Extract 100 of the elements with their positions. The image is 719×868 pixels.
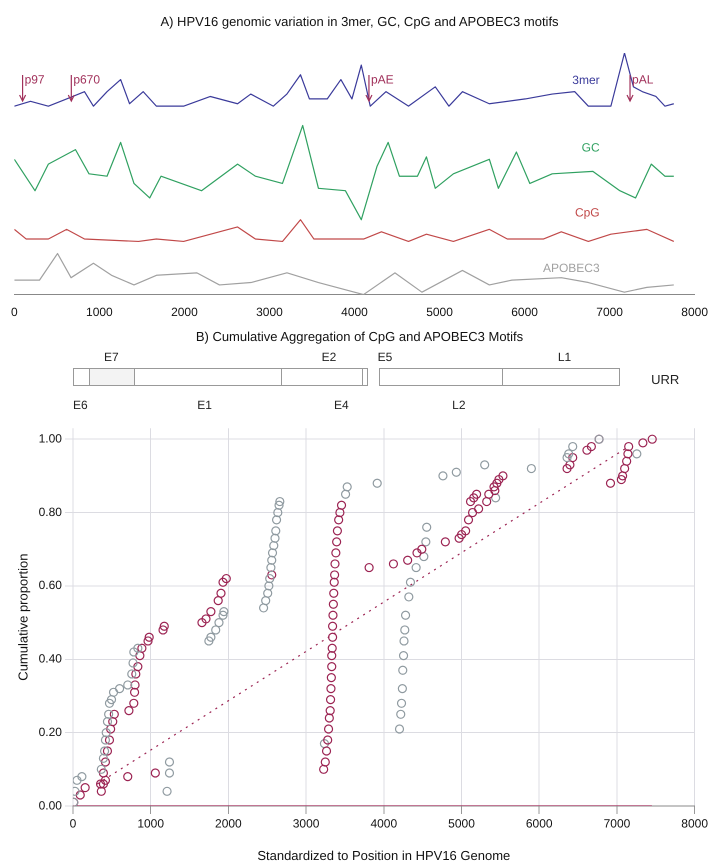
point xyxy=(214,618,224,628)
point xyxy=(158,625,168,635)
point xyxy=(480,460,490,470)
point xyxy=(206,607,216,616)
point xyxy=(261,596,270,606)
point xyxy=(494,474,504,484)
point xyxy=(335,508,344,518)
point xyxy=(398,666,408,675)
point xyxy=(452,468,461,477)
point xyxy=(98,768,108,778)
point xyxy=(562,464,572,474)
point xyxy=(489,482,499,492)
point xyxy=(329,588,338,598)
x-tick-label: 1000 xyxy=(86,305,114,320)
x-tick-label: 7000 xyxy=(604,816,631,831)
point xyxy=(334,515,344,524)
point xyxy=(620,464,630,474)
point xyxy=(336,500,346,510)
point xyxy=(403,556,412,565)
x-tick-label: 5000 xyxy=(448,816,476,831)
point xyxy=(466,496,476,506)
point xyxy=(492,478,502,488)
point xyxy=(412,548,422,558)
point xyxy=(330,559,340,569)
point xyxy=(328,600,338,609)
point xyxy=(129,698,138,708)
ref-line-label: pAE xyxy=(370,72,394,86)
x-tick-label: 3000 xyxy=(256,305,284,320)
point xyxy=(498,471,508,480)
chart-title: A) HPV16 genomic variation in 3mer, GC, CpG and APOBEC3 motifs xyxy=(159,13,560,31)
point xyxy=(565,460,575,470)
point xyxy=(106,724,116,734)
y-tick-label: 0.20 xyxy=(38,724,62,739)
point xyxy=(201,614,211,624)
x-tick-label: 8000 xyxy=(681,305,708,320)
point xyxy=(270,534,280,543)
point xyxy=(326,695,336,704)
point xyxy=(331,548,340,558)
point xyxy=(96,786,106,796)
point xyxy=(268,548,278,558)
point xyxy=(468,508,478,518)
point xyxy=(412,562,421,572)
point xyxy=(267,570,276,580)
y-tick-label: 0.40 xyxy=(38,652,62,666)
point xyxy=(372,478,382,488)
point xyxy=(137,644,146,653)
point xyxy=(100,735,110,745)
point xyxy=(100,757,110,767)
point xyxy=(484,490,494,499)
point xyxy=(421,537,430,547)
point xyxy=(272,515,282,524)
text: E4 xyxy=(334,398,349,412)
point xyxy=(320,757,330,767)
text: E1 xyxy=(197,398,212,412)
point xyxy=(269,540,278,550)
point xyxy=(491,493,500,502)
point xyxy=(104,698,114,708)
point xyxy=(267,556,276,565)
point xyxy=(266,562,276,572)
y-tick-label: 0.00 xyxy=(38,798,62,812)
point xyxy=(124,706,134,716)
point xyxy=(104,710,114,719)
point xyxy=(648,434,657,444)
point xyxy=(144,632,154,642)
x-tick-label: 6000 xyxy=(511,305,538,320)
point xyxy=(324,724,334,734)
point xyxy=(273,508,282,518)
y-tick-label: 0.80 xyxy=(38,504,62,519)
point xyxy=(623,449,632,458)
point xyxy=(454,534,464,543)
point xyxy=(110,710,119,719)
x-tick-label: 7000 xyxy=(596,305,624,320)
y-tick-label: 0.60 xyxy=(38,578,62,592)
point xyxy=(440,537,450,547)
point xyxy=(264,581,274,591)
point xyxy=(197,618,207,628)
point xyxy=(422,522,432,532)
series-label: CpG xyxy=(574,206,600,220)
point xyxy=(160,622,169,631)
point xyxy=(265,574,274,584)
x-tick-label: 0 xyxy=(10,305,18,320)
point xyxy=(123,772,132,782)
point xyxy=(133,644,142,653)
point xyxy=(319,764,328,774)
point xyxy=(131,669,140,679)
point xyxy=(106,695,116,704)
point xyxy=(218,610,228,620)
point xyxy=(77,772,86,782)
y-tick-label: 1.00 xyxy=(38,432,62,446)
point xyxy=(562,452,572,462)
point xyxy=(461,526,470,536)
point xyxy=(328,644,337,653)
point xyxy=(162,786,172,796)
point xyxy=(327,651,336,660)
series-label: 3mer xyxy=(572,72,600,87)
point xyxy=(130,680,140,690)
point xyxy=(143,636,153,646)
point xyxy=(632,449,642,458)
x-tick-label: 4000 xyxy=(370,816,398,831)
point xyxy=(388,559,398,569)
